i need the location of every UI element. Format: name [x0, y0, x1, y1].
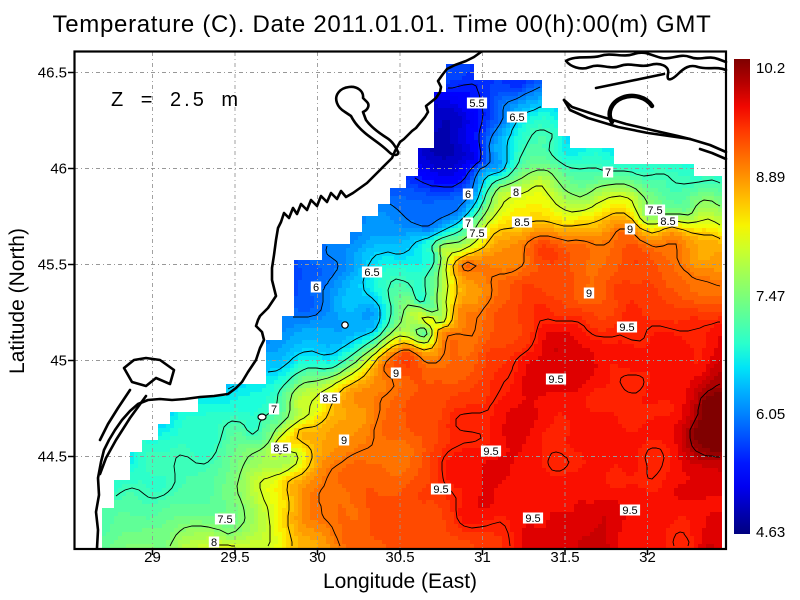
svg-text:31.5: 31.5	[550, 549, 579, 566]
svg-text:46.5: 46.5	[38, 65, 67, 82]
svg-text:7: 7	[605, 167, 611, 179]
svg-text:9.5: 9.5	[619, 322, 634, 334]
svg-text:9.5: 9.5	[525, 513, 540, 525]
svg-text:8.5: 8.5	[322, 393, 337, 405]
svg-text:7: 7	[271, 404, 277, 416]
svg-text:9.5: 9.5	[548, 374, 563, 386]
svg-text:9.5: 9.5	[483, 446, 498, 458]
svg-text:6.5: 6.5	[364, 267, 379, 279]
svg-text:9.5: 9.5	[622, 505, 637, 517]
svg-text:9: 9	[627, 224, 633, 236]
svg-text:7.5: 7.5	[647, 205, 662, 217]
svg-text:7.5: 7.5	[469, 228, 484, 240]
svg-text:8.89: 8.89	[756, 169, 785, 186]
svg-text:44.5: 44.5	[38, 449, 67, 466]
svg-text:45: 45	[50, 353, 67, 370]
svg-text:31: 31	[474, 549, 491, 566]
svg-text:32: 32	[639, 549, 656, 566]
svg-text:Longitude (East): Longitude (East)	[323, 570, 477, 593]
svg-text:46: 46	[50, 161, 67, 178]
svg-text:7: 7	[465, 218, 471, 230]
svg-text:5.5: 5.5	[469, 98, 484, 110]
svg-text:6.5: 6.5	[509, 112, 524, 124]
svg-text:7.47: 7.47	[756, 288, 785, 305]
svg-text:8.5: 8.5	[660, 216, 675, 228]
svg-text:8: 8	[211, 537, 217, 549]
svg-text:Z = 2.5 m: Z = 2.5 m	[111, 89, 241, 111]
svg-text:9.5: 9.5	[433, 484, 448, 496]
svg-text:6.05: 6.05	[756, 406, 785, 423]
svg-text:10.2: 10.2	[756, 60, 785, 77]
svg-text:Latitude (North): Latitude (North)	[6, 228, 29, 374]
svg-text:8.5: 8.5	[514, 217, 529, 229]
svg-text:6: 6	[313, 282, 319, 294]
svg-text:7.5: 7.5	[217, 514, 232, 526]
svg-text:8.5: 8.5	[273, 443, 288, 455]
svg-text:30.5: 30.5	[385, 549, 414, 566]
svg-text:9: 9	[586, 288, 592, 300]
svg-text:8: 8	[513, 187, 519, 199]
svg-text:Temperature (C). Date 2011.01.: Temperature (C). Date 2011.01.01. Time 0…	[53, 11, 712, 38]
svg-text:9: 9	[393, 368, 399, 380]
svg-text:9: 9	[341, 435, 347, 447]
svg-text:6: 6	[465, 189, 471, 201]
svg-text:4.63: 4.63	[756, 524, 785, 541]
svg-text:45.5: 45.5	[38, 257, 67, 274]
svg-text:29.5: 29.5	[220, 549, 249, 566]
svg-text:29: 29	[144, 549, 161, 566]
svg-text:30: 30	[309, 549, 326, 566]
